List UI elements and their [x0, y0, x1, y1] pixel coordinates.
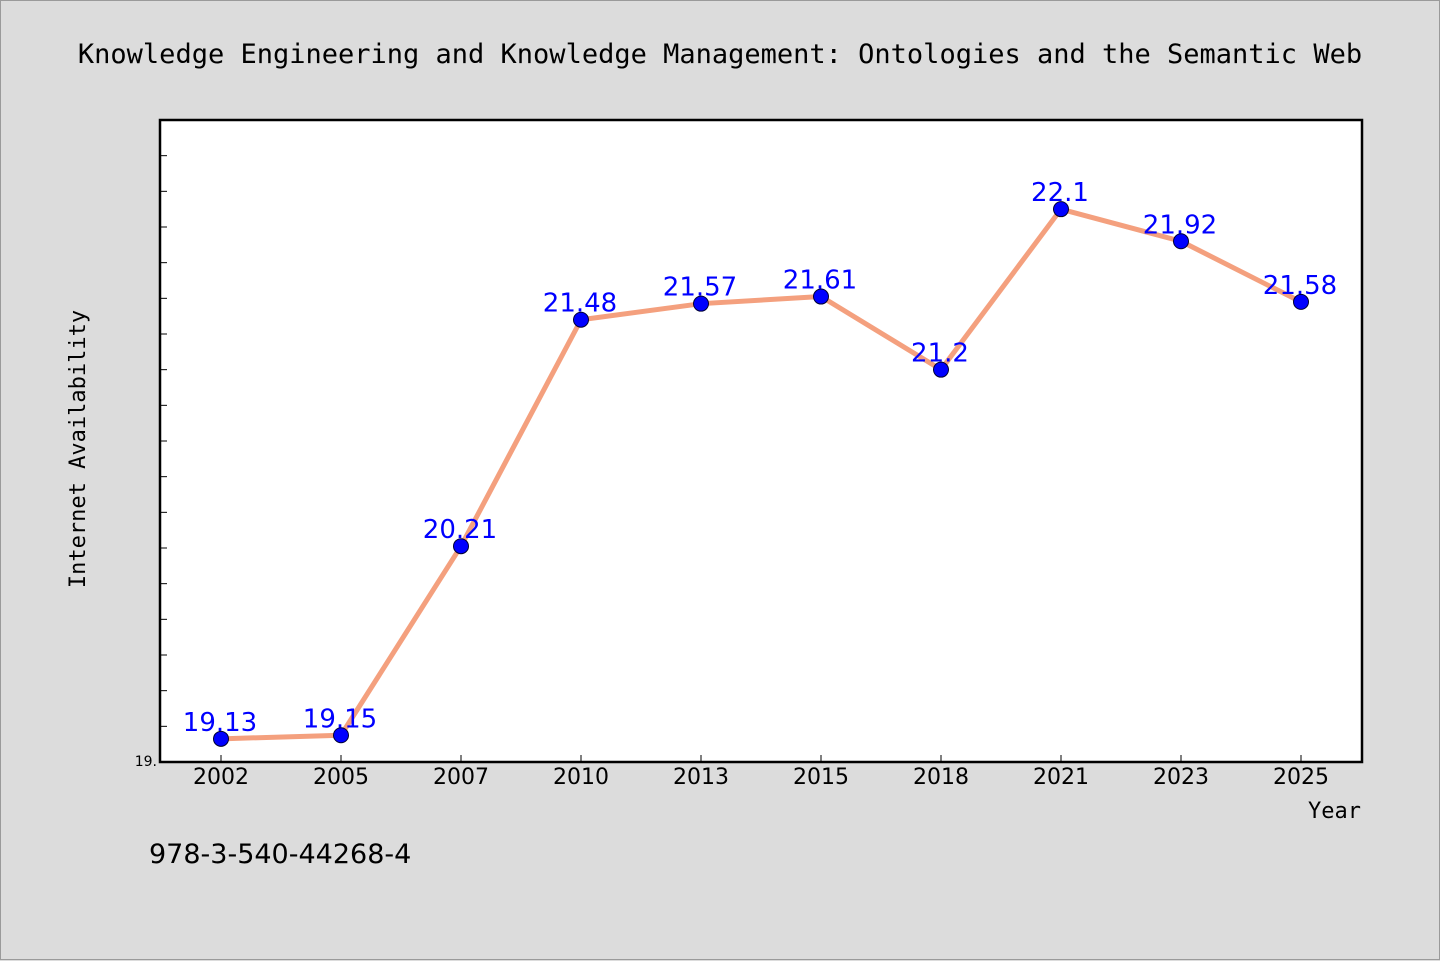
x-axis-tick-labels: 2002 2005 2007 2010 2013 2015 2018 2021 2023 2025: [193, 765, 1329, 790]
data-label: 21.2: [911, 339, 969, 369]
data-point: [213, 730, 229, 747]
data-label: 21.48: [543, 289, 617, 319]
data-point: [693, 295, 709, 312]
data-point: [1173, 233, 1189, 250]
x-tick-label: 2005: [313, 765, 369, 790]
data-point: [813, 288, 829, 305]
data-point: [453, 538, 469, 555]
isbn-footer: 978-3-540-44268-4: [149, 839, 411, 870]
data-label: 19.15: [303, 704, 377, 734]
series-line: [218, 206, 1304, 742]
data-point: [933, 361, 949, 378]
x-tick-label: 2015: [793, 765, 849, 790]
data-label: 20.21: [423, 515, 497, 545]
data-point: [573, 311, 589, 328]
y-axis-ticks: [160, 155, 167, 727]
data-label: 21.57: [663, 273, 737, 303]
x-axis-ticks: [220, 755, 1302, 762]
x-tick-label: 2002: [193, 765, 249, 790]
y-tick-label: 19.: [135, 754, 157, 770]
y-axis-tick-labels: 19.: [135, 754, 157, 770]
x-tick-label: 2021: [1033, 765, 1089, 790]
x-tick-label: 2007: [433, 765, 489, 790]
data-markers: [213, 201, 1309, 747]
data-labels: 19.13 19.15 20.21 21.48 21.57 21.61 21.2 22.1 21…: [183, 178, 1337, 738]
data-label: 21.61: [783, 266, 857, 296]
data-label: 21.58: [1263, 271, 1337, 301]
data-point: [1293, 293, 1309, 310]
x-axis-label: Year: [1308, 799, 1361, 824]
data-point: [333, 727, 349, 744]
chart-title: Knowledge Engineering and Knowledge Mana…: [78, 39, 1362, 70]
x-tick-label: 2013: [673, 765, 729, 790]
plot-area: [158, 118, 1364, 764]
x-tick-label: 2023: [1153, 765, 1209, 790]
data-point: [1053, 201, 1069, 218]
data-label: 21.92: [1143, 210, 1217, 240]
data-label: 22.1: [1031, 178, 1089, 208]
data-label: 19.13: [183, 708, 257, 738]
y-axis-label: Internet Availability: [66, 310, 91, 588]
x-tick-label: 2025: [1273, 765, 1329, 790]
x-tick-label: 2018: [913, 765, 969, 790]
x-tick-label: 2010: [553, 765, 609, 790]
